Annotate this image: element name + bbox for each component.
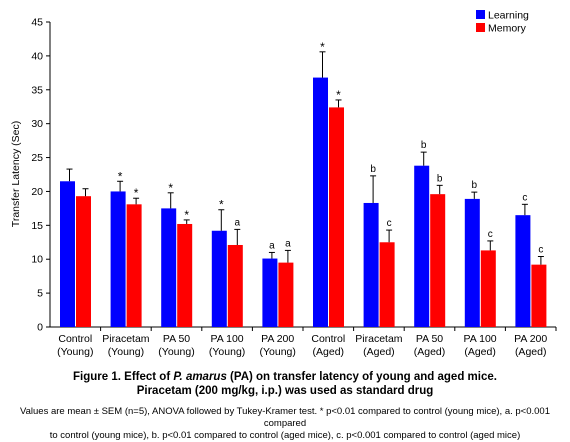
x-tick-sublabel: (Aged) xyxy=(313,346,345,358)
y-ticks: 0 5 10 15 20 25 30 35 40 45 xyxy=(31,17,50,334)
bar-learning xyxy=(110,191,126,327)
significance-label: a xyxy=(269,240,275,251)
y-tick-label: 40 xyxy=(31,50,43,62)
y-tick-label: 45 xyxy=(31,17,43,29)
x-tick-labels: Control(Young)Piracetam(Young)PA 50(Youn… xyxy=(57,327,557,358)
bar-chart: Transfer Latency (Sec) 0 5 10 15 20 25 30 35 40 4… xyxy=(10,10,557,358)
significance-label: a xyxy=(235,217,241,228)
bar-memory xyxy=(379,242,395,327)
x-tick-label: Piracetam xyxy=(355,333,403,345)
significance-label: * xyxy=(219,198,224,212)
bar-learning xyxy=(313,77,328,327)
bar-learning xyxy=(464,198,480,327)
x-tick-label: PA 100 xyxy=(211,333,244,345)
x-tick-label: Piracetam xyxy=(102,333,150,345)
y-tick-label: 15 xyxy=(31,220,43,232)
footnote-line-2: to control (young mice), b. p<0.01 compa… xyxy=(49,430,521,441)
y-axis-label: Transfer Latency (Sec) xyxy=(10,121,22,227)
x-tick-sublabel: (Aged) xyxy=(414,346,446,358)
x-tick-sublabel: (Aged) xyxy=(363,346,395,358)
x-tick-sublabel: (Young) xyxy=(57,346,93,358)
bar-learning xyxy=(414,165,430,327)
figure-caption-line-2: Piracetam (200 mg/kg, i.p.) was used as … xyxy=(136,385,434,397)
x-tick-label: PA 200 xyxy=(514,333,547,345)
significance-label: b xyxy=(370,164,376,175)
significance-label: c xyxy=(538,245,543,256)
significance-label: b xyxy=(472,180,478,191)
legend-label-learning: Learning xyxy=(488,10,529,22)
caption-species: P. amarus xyxy=(173,371,227,383)
bar-learning xyxy=(211,230,227,327)
y-tick-label: 20 xyxy=(31,186,43,198)
bar-memory xyxy=(126,204,142,327)
bar-memory xyxy=(329,107,344,328)
x-tick-label: PA 50 xyxy=(163,333,190,345)
x-tick-sublabel: (Young) xyxy=(259,346,295,358)
significance-label: a xyxy=(285,238,291,249)
footnote: Values are mean ± SEM (n=5), ANOVA follo… xyxy=(0,406,570,442)
significance-label: c xyxy=(488,229,493,240)
bar-learning xyxy=(515,215,531,327)
x-tick-sublabel: (Young) xyxy=(158,346,194,358)
legend-swatch-memory xyxy=(476,23,485,32)
caption-suffix: (PA) on transfer latency of young and ag… xyxy=(226,371,497,383)
significance-label: b xyxy=(437,173,443,184)
legend-swatch-learning xyxy=(476,10,485,19)
y-tick-label: 25 xyxy=(31,152,43,164)
footnote-line-1: Values are mean ± SEM (n=5), ANOVA follo… xyxy=(19,406,550,429)
y-tick-label: 30 xyxy=(31,118,43,130)
figure-caption-line-1: Figure 1. Effect of P. amarus (PA) on tr… xyxy=(0,370,570,384)
significance-label: b xyxy=(421,140,427,151)
caption-prefix: Figure 1. Effect of xyxy=(73,371,174,383)
significance-label: * xyxy=(118,169,123,183)
x-tick-label: PA 100 xyxy=(464,333,497,345)
bar-learning xyxy=(60,181,75,327)
bar-memory xyxy=(430,194,446,327)
bar-memory xyxy=(227,244,243,327)
bar-learning xyxy=(262,258,278,327)
bar-memory xyxy=(76,196,91,327)
x-tick-label: Control xyxy=(311,333,345,345)
bar-memory xyxy=(480,250,496,327)
x-tick-label: PA 200 xyxy=(261,333,294,345)
bar-memory xyxy=(177,223,193,327)
significance-label: * xyxy=(320,40,325,54)
significance-label: * xyxy=(184,208,189,222)
x-tick-label: Control xyxy=(58,333,92,345)
bar-learning xyxy=(363,202,379,327)
significance-label: c xyxy=(387,218,392,229)
significance-label: * xyxy=(134,186,139,200)
significance-label: * xyxy=(168,181,173,195)
bar-memory xyxy=(278,262,294,327)
x-tick-sublabel: (Aged) xyxy=(464,346,496,358)
x-tick-sublabel: (Young) xyxy=(209,346,245,358)
bar-memory xyxy=(531,264,547,327)
x-tick-label: PA 50 xyxy=(416,333,443,345)
y-tick-label: 10 xyxy=(31,254,43,266)
y-tick-label: 5 xyxy=(37,288,43,300)
bar-learning xyxy=(161,208,177,327)
significance-label: * xyxy=(336,88,341,102)
y-tick-label: 0 xyxy=(37,322,43,334)
x-tick-sublabel: (Aged) xyxy=(515,346,547,358)
significance-label: c xyxy=(522,192,527,203)
y-tick-label: 35 xyxy=(31,84,43,96)
legend-label-memory: Memory xyxy=(488,23,527,35)
x-tick-sublabel: (Young) xyxy=(108,346,144,358)
